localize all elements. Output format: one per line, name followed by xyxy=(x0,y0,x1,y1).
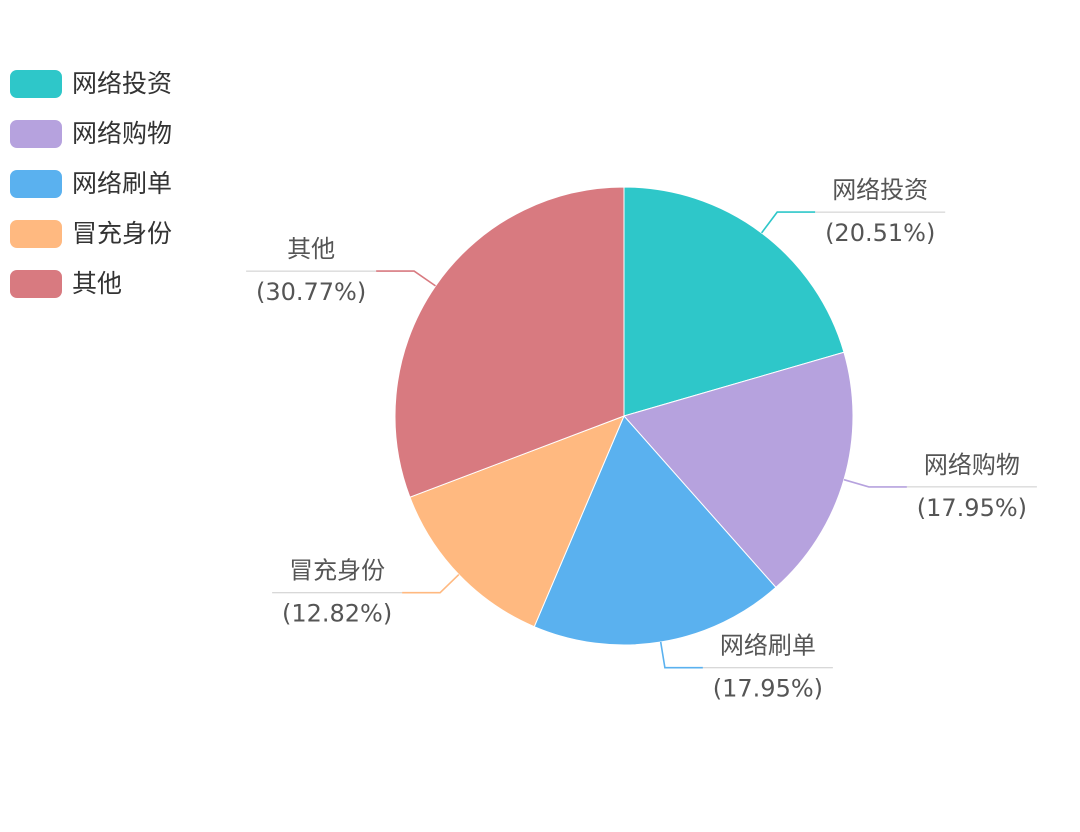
slice-percent-label: (20.51%) xyxy=(825,219,935,247)
legend-swatch xyxy=(10,70,62,98)
legend-swatch xyxy=(10,120,62,148)
chart-legend: 网络投资 网络购物 网络刷单 冒充身份 其他 xyxy=(10,70,172,320)
slice-label: 其他 xyxy=(287,235,335,263)
slice-label: 网络购物 xyxy=(924,451,1020,479)
legend-swatch xyxy=(10,220,62,248)
legend-swatch xyxy=(10,270,62,298)
slice-label: 冒充身份 xyxy=(289,557,385,585)
leader-line-brushing xyxy=(659,641,703,669)
pie-slice-investment[interactable] xyxy=(623,186,845,417)
pie-slice-shopping[interactable] xyxy=(623,351,854,589)
legend-item-brushing[interactable]: 网络刷单 xyxy=(10,170,172,198)
legend-item-impersonation[interactable]: 冒充身份 xyxy=(10,220,172,248)
legend-label: 冒充身份 xyxy=(72,219,173,248)
leader-line-other xyxy=(376,270,436,287)
leader-line-impersonation xyxy=(402,574,460,594)
leader-line-investment xyxy=(760,211,816,234)
legend-item-other[interactable]: 其他 xyxy=(10,270,172,298)
legend-item-investment[interactable]: 网络投资 xyxy=(10,70,172,98)
legend-label: 其他 xyxy=(72,269,123,298)
legend-swatch xyxy=(10,170,62,198)
leader-line-shopping xyxy=(843,478,907,488)
slice-label: 网络刷单 xyxy=(720,632,816,660)
pie-slice-impersonation[interactable] xyxy=(409,415,625,628)
legend-label: 网络刷单 xyxy=(72,169,173,198)
legend-item-shopping[interactable]: 网络购物 xyxy=(10,120,172,148)
legend-label: 网络投资 xyxy=(72,69,173,98)
slice-percent-label: (12.82%) xyxy=(282,600,392,628)
slice-percent-label: (30.77%) xyxy=(256,278,366,306)
pie-slice-other[interactable] xyxy=(394,186,625,498)
slice-percent-label: (17.95%) xyxy=(917,494,1027,522)
legend-label: 网络购物 xyxy=(72,119,173,148)
slice-percent-label: (17.95%) xyxy=(713,675,823,703)
pie-slice-brushing[interactable] xyxy=(533,415,777,646)
slice-label: 网络投资 xyxy=(832,176,928,204)
